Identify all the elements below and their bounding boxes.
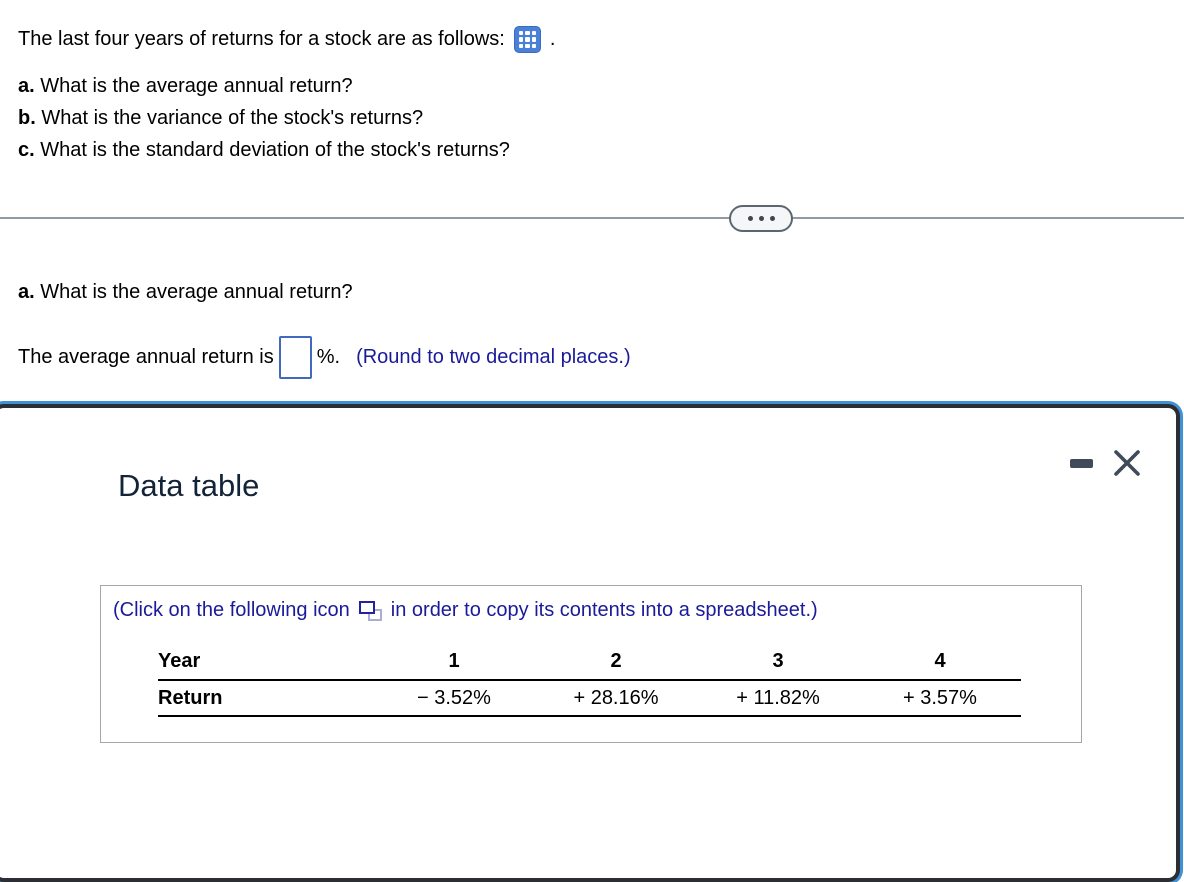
modal-controls [1070, 446, 1143, 480]
answer-part-heading: a. What is the average annual return? [18, 281, 353, 304]
ellipsis-icon [747, 216, 753, 221]
table-row-returns: Return − 3.52% + 28.16% + 11.82% + 3.57% [158, 680, 1021, 716]
return-4: + 3.57% [903, 686, 977, 709]
minimize-icon[interactable] [1070, 458, 1093, 468]
year-2: 2 [610, 650, 622, 672]
return-3: + 11.82% [736, 686, 820, 709]
question-part-a: a. What is the average annual return? [18, 70, 510, 102]
ellipsis-icon [769, 216, 775, 221]
data-table-icon[interactable] [513, 26, 541, 53]
answer-prompt: The average annual return is [18, 345, 274, 368]
ellipsis-icon [758, 216, 764, 221]
year-header: Year [158, 650, 201, 672]
year-3: 3 [772, 650, 784, 672]
copy-to-spreadsheet-icon[interactable] [358, 600, 384, 621]
part-a-text: What is the average annual return? [40, 75, 353, 97]
data-table-container: (Click on the following icon in order to… [100, 585, 1082, 743]
return-header: Return [158, 686, 223, 709]
question-intro-suffix: . [549, 28, 556, 50]
question-parts: a. What is the average annual return? b.… [18, 70, 510, 166]
rounding-hint: (Round to two decimal places.) [356, 345, 631, 368]
return-1: − 3.52% [417, 686, 491, 709]
year-4: 4 [934, 650, 946, 672]
average-return-input[interactable] [278, 335, 312, 379]
expand-collapse-button[interactable] [729, 205, 793, 232]
question-intro-line: The last four years of returns for a sto… [18, 26, 555, 53]
question-part-b: b. What is the variance of the stock's r… [18, 102, 510, 134]
answer-part-label: a. [18, 281, 35, 303]
answer-unit-suffix: %. [316, 345, 341, 368]
close-icon[interactable] [1111, 446, 1143, 480]
table-row-years: Year 1 2 3 4 [158, 644, 1021, 680]
part-b-label: b. [18, 107, 36, 129]
question-intro-text: The last four years of returns for a sto… [18, 28, 505, 50]
part-a-label: a. [18, 75, 35, 97]
part-c-text: What is the standard deviation of the st… [40, 139, 510, 161]
part-c-label: c. [18, 139, 35, 161]
question-part-c: c. What is the standard deviation of the… [18, 134, 510, 166]
section-divider [0, 217, 1184, 219]
answer-part-text: What is the average annual return? [40, 281, 353, 303]
answer-row: The average annual return is %. (Round t… [18, 334, 631, 380]
data-table-modal: Data table (Click on the following icon … [0, 404, 1180, 882]
part-b-text: What is the variance of the stock's retu… [41, 107, 424, 129]
returns-table: Year 1 2 3 4 Return − 3.52% + 28.16% + 1… [158, 644, 1021, 717]
copy-instruction: (Click on the following icon in order to… [113, 599, 1071, 622]
modal-title: Data table [118, 468, 260, 503]
copy-instruction-suffix: in order to copy its contents into a spr… [390, 599, 818, 621]
return-2: + 28.16% [573, 686, 659, 709]
year-1: 1 [448, 650, 460, 672]
copy-instruction-prefix: (Click on the following icon [113, 599, 350, 621]
